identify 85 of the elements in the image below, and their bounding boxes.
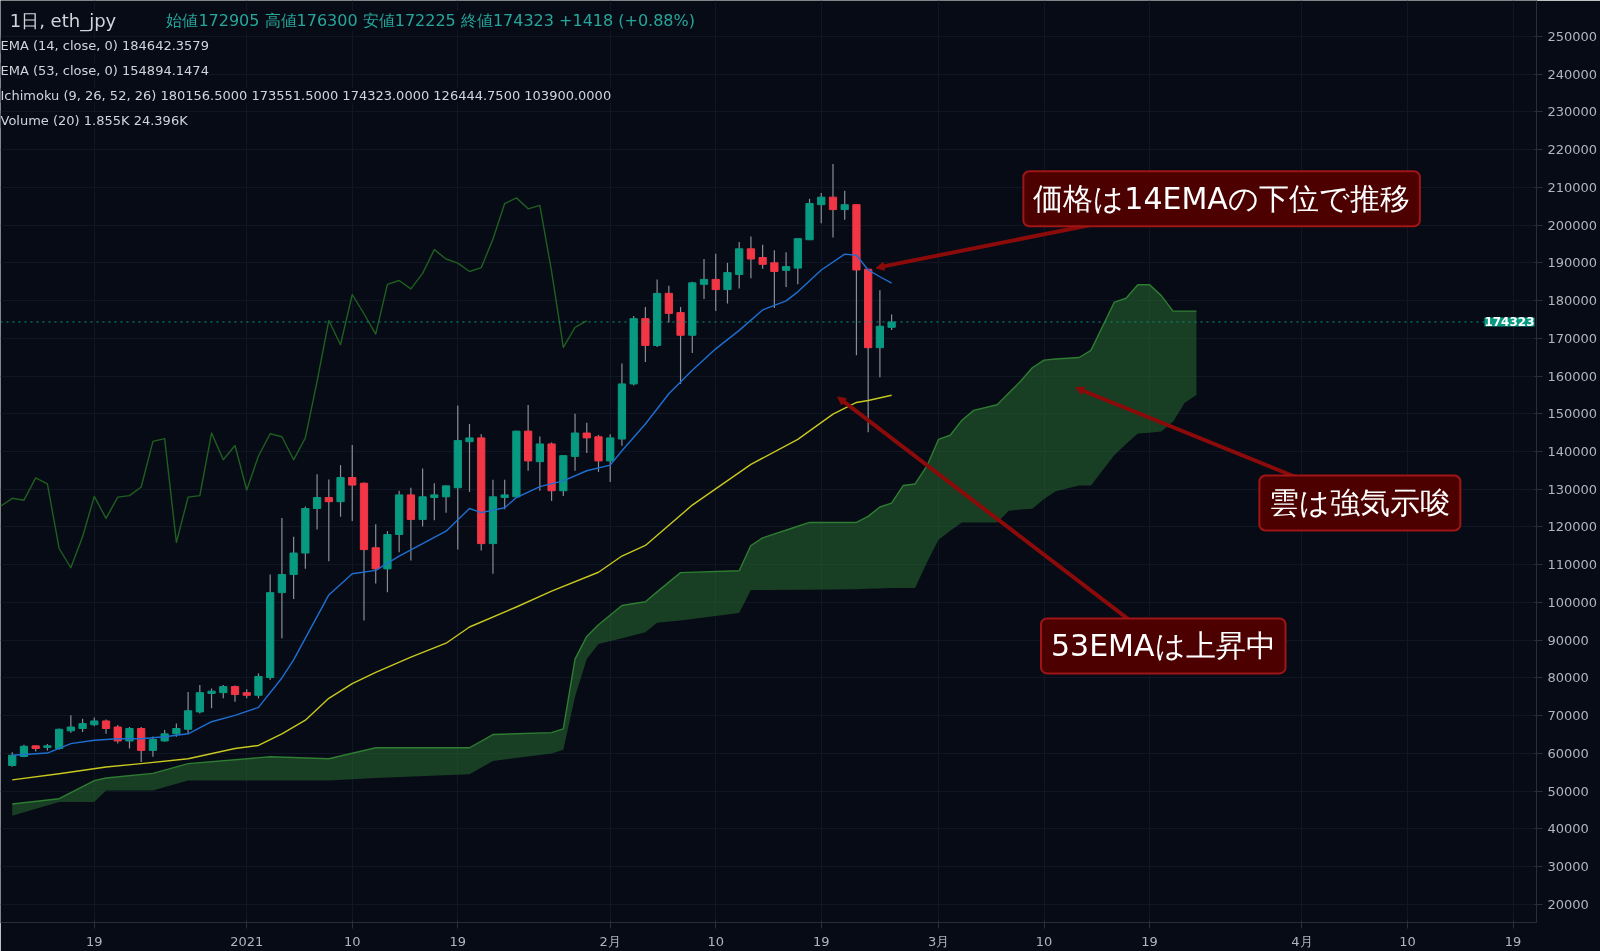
line-series — [11, 253, 893, 757]
x-tick-label: 10 — [707, 933, 725, 949]
candlestick — [207, 687, 216, 709]
y-tick-label: 240000 — [1547, 66, 1598, 82]
candlestick — [195, 684, 204, 715]
x-tick-label: 19 — [1504, 933, 1522, 949]
candlestick — [781, 251, 791, 288]
y-tick-label: 130000 — [1547, 481, 1598, 497]
y-tick-label: 140000 — [1547, 444, 1598, 459]
y-tick-label: 20000 — [1547, 896, 1589, 912]
x-tick-label: 19 — [449, 933, 467, 949]
candlestick — [711, 253, 720, 312]
y-tick-label: 200000 — [1547, 217, 1598, 233]
line-series — [0, 197, 588, 569]
candlestick — [817, 192, 826, 224]
candlestick — [535, 435, 544, 492]
x-tick-label: 10 — [1035, 933, 1053, 949]
y-tick-label: 90000 — [1547, 632, 1589, 648]
annotation: 53EMAは上昇中 — [1050, 628, 1276, 664]
y-tick-label: 70000 — [1547, 708, 1589, 724]
candlestick — [758, 244, 767, 270]
annotation: EMA (14, close, 0) 184642.3579 — [0, 38, 209, 54]
y-tick-label: 30000 — [1547, 859, 1589, 875]
candlestick — [66, 714, 75, 734]
annotation: 雲は強気示唆 — [1269, 485, 1451, 521]
y-tick-label: 150000 — [1547, 406, 1598, 422]
candlestick — [500, 479, 509, 510]
y-tick-label: 100000 — [1547, 594, 1598, 610]
y-tick-label: 60000 — [1547, 745, 1589, 761]
annotation: Volume (20) 1.855K 24.396K — [0, 112, 189, 128]
candlestick — [324, 478, 333, 562]
candlestick — [183, 691, 193, 735]
candlestick — [664, 285, 673, 324]
candlestick — [418, 467, 427, 528]
x-tick-label: 10 — [1399, 933, 1416, 949]
candlestick — [676, 306, 685, 385]
x-tick-label: 3月 — [927, 933, 950, 949]
candlestick — [137, 726, 146, 763]
y-tick-label: 50000 — [1547, 783, 1589, 799]
y-tick-label: 110000 — [1547, 557, 1598, 573]
candlestick — [699, 258, 709, 300]
y-tick-label: 190000 — [1547, 255, 1598, 271]
y-tick-label: 40000 — [1547, 821, 1589, 837]
candlestick — [582, 422, 591, 454]
candlestick — [277, 517, 287, 639]
y-tick-label: 170000 — [1547, 330, 1598, 346]
line-series — [11, 394, 893, 781]
candlestick — [606, 433, 615, 483]
text: 1日, eth_jpy — [9, 10, 117, 33]
candlestick — [348, 444, 357, 522]
x-tick-label: 4月 — [1291, 933, 1313, 949]
candlestick — [312, 473, 322, 531]
x-tick-label: 19 — [812, 933, 830, 949]
x-tick-label: 19 — [1141, 933, 1158, 949]
annotation: Ichimoku (9, 26, 52, 26) 180156.5000 173551.5000 174323.0000 126444.7500 103900.0000 — [0, 87, 612, 103]
annotation: EMA (53, close, 0) 154894.1474 — [0, 63, 209, 79]
y-tick-label: 250000 — [1547, 28, 1598, 44]
candlestick — [441, 484, 451, 514]
candlestick — [289, 536, 298, 600]
y-tick-label: 120000 — [1547, 519, 1598, 535]
candlestick — [465, 423, 474, 493]
y-tick-label: 230000 — [1547, 104, 1598, 120]
x-tick-label: 2月 — [599, 933, 621, 949]
annotation: 価格は14EMAの下位で推移 — [1033, 181, 1410, 217]
candlestick — [125, 726, 134, 750]
candlestick — [723, 262, 732, 305]
candlestick — [840, 190, 849, 221]
candlestick — [430, 482, 439, 521]
y-tick-label: 210000 — [1547, 179, 1598, 195]
y-tick-label: 220000 — [1547, 142, 1598, 158]
y-tick-label: 160000 — [1547, 368, 1598, 384]
y-tick-label: 180000 — [1547, 293, 1598, 309]
x-tick-label: 2021 — [230, 933, 264, 949]
candlestick — [770, 249, 779, 309]
y-tick-label: 80000 — [1547, 670, 1589, 686]
x-tick-label: 19 — [86, 933, 103, 949]
candlestick — [570, 413, 580, 472]
annotation: 始値172905 高値176300 安値172225 終値174323 +1418 (+0.88%) — [166, 11, 695, 31]
candlestick — [828, 163, 838, 239]
candlestick — [148, 735, 158, 758]
ref-line-label: 174323 — [1484, 315, 1535, 330]
candlestick — [746, 235, 756, 279]
candlestick — [371, 523, 380, 585]
x-tick-label: 10 — [343, 933, 361, 949]
candlestick — [254, 672, 263, 699]
